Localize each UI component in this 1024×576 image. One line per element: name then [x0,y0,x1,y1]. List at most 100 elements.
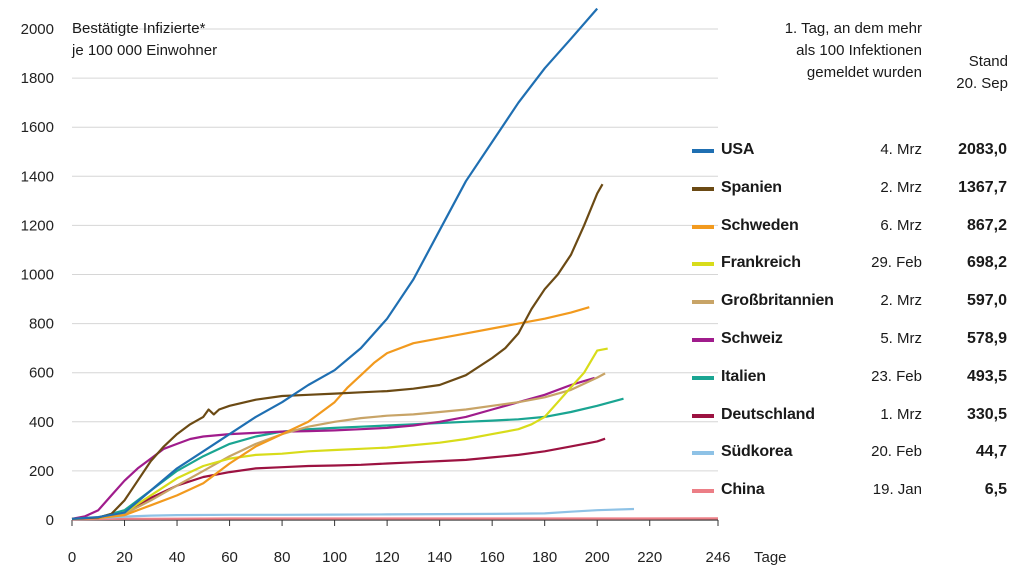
legend-value: 493,5 [966,367,1007,385]
legend-swatch [692,300,714,305]
legend-first-day: 23. Feb [871,367,922,385]
legend-header-value: Stand 20. Sep [930,51,1008,95]
y-tick-label: 600 [29,365,54,382]
legend-first-day: 20. Feb [871,443,922,461]
series-line-usa [71,7,599,520]
y-tick-label: 200 [29,463,54,480]
x-tick-labels: 0 20 40 60 80 100 120 140 160 180 200 220 246 [68,549,731,566]
x-tick-label: 40 [169,549,186,566]
legend-first-day: 6. Mrz [880,216,922,234]
series-line-südkorea [71,507,635,520]
legend-item: China 19. Jan 6,5 [690,474,1010,512]
legend: USA 4. Mrz 2083,0 Spanien 2. Mrz 1367,7 Schwed… [690,134,1010,512]
chart-title-line-2: je 100 000 Einwohner [72,42,218,59]
legend-first-day: 29. Feb [871,254,922,272]
legend-first-day: 5. Mrz [880,329,922,347]
legend-swatch [692,451,714,456]
series-line-schweden [71,306,590,520]
legend-item: Südkorea 20. Feb 44,7 [690,436,1010,474]
legend-value: 867,2 [966,216,1007,234]
legend-value: 578,9 [966,329,1007,347]
x-tick-label: 140 [427,549,452,566]
legend-item: Frankreich 29. Feb 698,2 [690,247,1010,285]
legend-country-name: Südkorea [721,443,793,461]
legend-first-day: 2. Mrz [880,178,922,196]
x-tick-label: 120 [375,549,400,566]
legend-first-day: 2. Mrz [880,292,922,310]
series-line-schweiz [71,376,595,520]
series-line-italien [71,397,624,520]
x-axis-label: Tage [754,549,787,566]
value-header-line-1: Stand [968,53,1008,70]
legend-swatch [692,262,714,267]
legend-country-name: China [721,481,765,499]
series-lines [71,7,719,521]
legend-item: Spanien 2. Mrz 1367,7 [690,172,1010,210]
legend-country-name: Italien [721,367,766,385]
series-line-china [71,517,719,521]
x-tick-label: 200 [585,549,610,566]
legend-country-name: Schweden [721,216,799,234]
series-line-spanien [71,183,604,520]
series-line-frankreich [71,347,608,520]
legend-header-line-1: 1. Tag, an dem mehr [784,20,922,37]
y-tick-label: 2000 [21,21,54,38]
chart-title-line-1: Bestätigte Infizierte* [72,20,206,37]
legend-header-line-2: als 100 Infektionen [796,42,922,59]
legend-value: 330,5 [966,405,1007,423]
legend-swatch [692,413,714,418]
x-tick-label: 0 [68,549,76,566]
legend-header-first-day: 1. Tag, an dem mehr als 100 Infektionen … [720,18,922,84]
legend-country-name: Frankreich [721,254,801,272]
x-tick-marks [71,520,719,526]
legend-swatch [692,224,714,229]
legend-country-name: Schweiz [721,329,783,347]
legend-value: 6,5 [984,481,1007,499]
x-tick-label: 246 [705,549,730,566]
legend-item: Schweiz 5. Mrz 578,9 [690,323,1010,361]
y-tick-label: 1000 [21,267,54,284]
y-gridlines [72,28,718,472]
legend-swatch [692,375,714,380]
legend-first-day: 1. Mrz [880,405,922,423]
legend-value: 44,7 [975,443,1007,461]
x-tick-label: 180 [532,549,557,566]
legend-value: 698,2 [966,254,1007,272]
y-tick-label: 0 [46,512,54,529]
legend-swatch [692,337,714,342]
x-tick-label: 60 [221,549,238,566]
y-tick-label: 1200 [21,217,54,234]
chart-title: Bestätigte Infizierte* je 100 000 Einwoh… [72,18,217,62]
y-tick-labels: 0 200 400 600 800 1000 1200 1400 1600 1800 2000 [21,21,54,529]
series-line-großbritannien [71,372,606,520]
legend-country-name: Großbritannien [721,292,834,310]
legend-value: 597,0 [966,292,1007,310]
y-tick-label: 1800 [21,70,54,87]
y-tick-label: 1600 [21,119,54,136]
value-header-line-2: 20. Sep [956,75,1008,92]
x-tick-label: 220 [637,549,662,566]
legend-swatch [692,186,714,191]
legend-country-name: Deutschland [721,405,815,423]
legend-first-day: 19. Jan [872,481,922,499]
legend-header-line-3: gemeldet wurden [806,64,922,81]
y-tick-label: 400 [29,414,54,431]
legend-value: 1367,7 [958,178,1007,196]
x-tick-label: 160 [480,549,505,566]
y-tick-label: 800 [29,316,54,333]
x-tick-label: 100 [322,549,347,566]
legend-swatch [692,489,714,494]
legend-value: 2083,0 [958,141,1007,158]
legend-item: Italien 23. Feb 493,5 [690,361,1010,399]
legend-first-day: 4. Mrz [880,141,922,158]
legend-swatch [692,149,714,153]
y-tick-label: 1400 [21,168,54,185]
legend-item: Deutschland 1. Mrz 330,5 [690,399,1010,437]
legend-item: USA 4. Mrz 2083,0 [690,134,1010,172]
x-tick-label: 20 [116,549,133,566]
x-tick-label: 80 [274,549,291,566]
legend-country-name: USA [721,141,755,158]
legend-item: Schweden 6. Mrz 867,2 [690,210,1010,248]
legend-item: Großbritannien 2. Mrz 597,0 [690,285,1010,323]
